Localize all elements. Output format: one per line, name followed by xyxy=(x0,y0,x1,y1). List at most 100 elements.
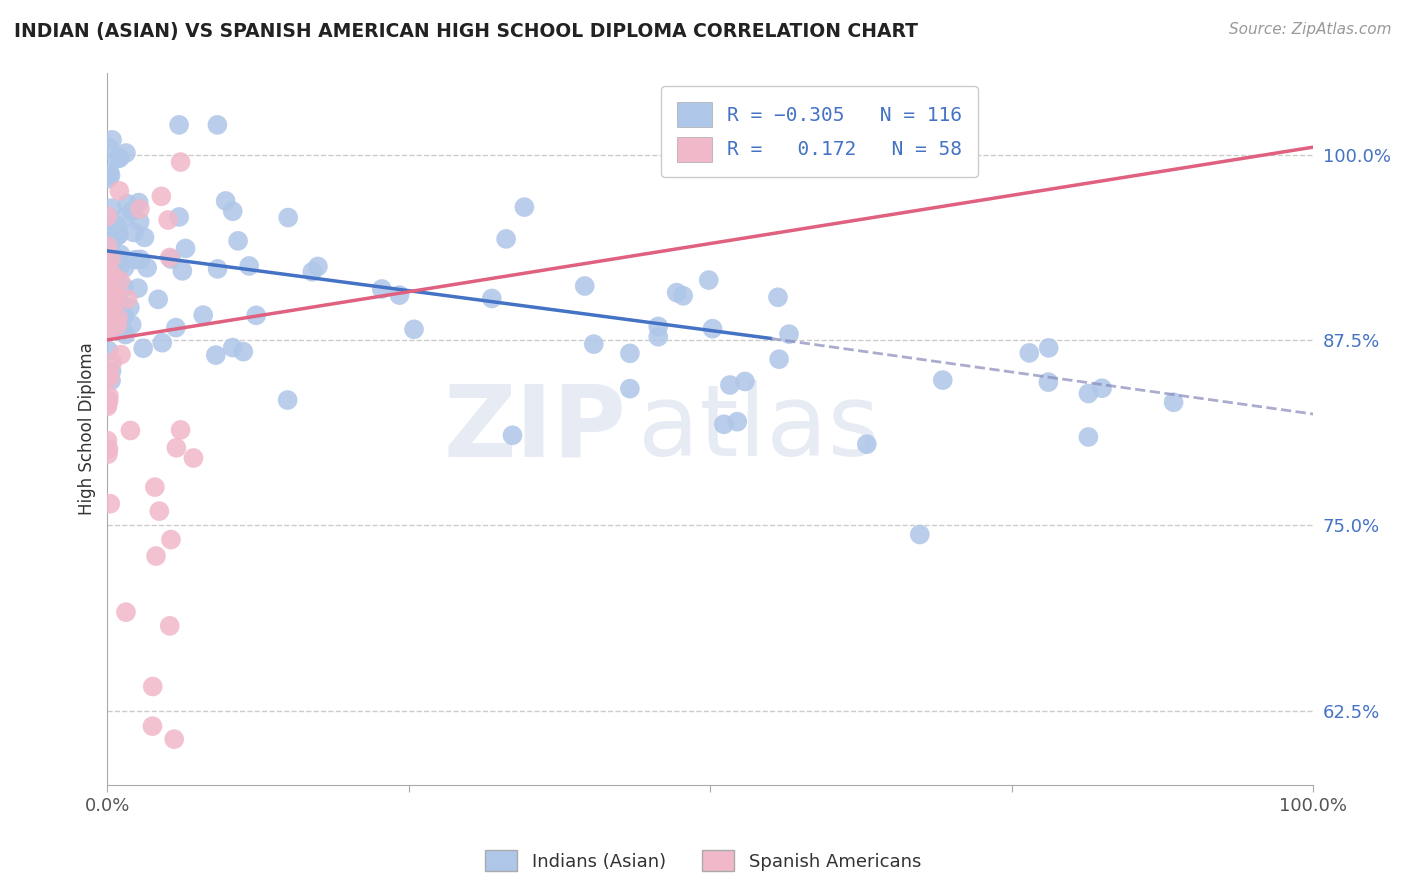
Point xyxy=(121,204,143,219)
Point xyxy=(146,293,169,307)
Point xyxy=(101,312,124,326)
Point xyxy=(111,322,134,336)
Point xyxy=(114,211,136,225)
Point xyxy=(697,273,720,287)
Point xyxy=(307,260,329,274)
Point xyxy=(136,260,159,275)
Point xyxy=(159,251,181,265)
Point xyxy=(495,232,517,246)
Point xyxy=(105,219,128,233)
Point xyxy=(725,415,748,429)
Point xyxy=(128,195,150,210)
Point xyxy=(112,280,135,294)
Point xyxy=(114,327,136,342)
Y-axis label: High School Diploma: High School Diploma xyxy=(79,343,96,516)
Point xyxy=(766,290,789,304)
Text: ZIP: ZIP xyxy=(443,380,626,477)
Point xyxy=(97,239,120,253)
Point xyxy=(157,213,180,227)
Point xyxy=(97,321,120,335)
Point xyxy=(97,252,120,266)
Point xyxy=(101,310,124,324)
Point xyxy=(98,297,121,311)
Point xyxy=(718,378,741,392)
Point xyxy=(908,527,931,541)
Point xyxy=(100,257,122,271)
Point xyxy=(100,364,122,378)
Point xyxy=(207,261,229,276)
Point xyxy=(193,308,215,322)
Point xyxy=(582,337,605,351)
Point xyxy=(1163,395,1185,409)
Text: Source: ZipAtlas.com: Source: ZipAtlas.com xyxy=(1229,22,1392,37)
Point xyxy=(141,719,163,733)
Point xyxy=(97,227,120,241)
Point xyxy=(402,322,425,336)
Point xyxy=(97,447,120,461)
Point xyxy=(96,370,118,384)
Point xyxy=(97,442,120,456)
Point xyxy=(96,397,118,411)
Point xyxy=(134,230,156,244)
Point xyxy=(97,140,120,154)
Point xyxy=(97,369,120,384)
Point xyxy=(122,226,145,240)
Point xyxy=(1091,381,1114,395)
Point xyxy=(97,283,120,297)
Point xyxy=(100,252,122,266)
Point xyxy=(97,171,120,186)
Point xyxy=(105,152,128,166)
Point xyxy=(97,252,120,267)
Point xyxy=(128,215,150,229)
Point xyxy=(169,155,191,169)
Point xyxy=(778,327,800,342)
Point xyxy=(108,294,131,309)
Point xyxy=(96,365,118,379)
Point xyxy=(932,373,955,387)
Point xyxy=(167,210,190,224)
Point xyxy=(97,229,120,244)
Point xyxy=(169,423,191,437)
Point xyxy=(1038,341,1060,355)
Point xyxy=(734,375,756,389)
Point xyxy=(371,282,394,296)
Point xyxy=(103,297,125,311)
Point xyxy=(108,151,131,165)
Point xyxy=(665,285,688,300)
Point xyxy=(100,201,122,215)
Point xyxy=(97,278,120,293)
Legend: Indians (Asian), Spanish Americans: Indians (Asian), Spanish Americans xyxy=(478,843,928,879)
Point xyxy=(222,204,245,219)
Point xyxy=(100,288,122,302)
Point xyxy=(513,200,536,214)
Point xyxy=(97,343,120,358)
Point xyxy=(100,374,122,388)
Point xyxy=(713,417,735,432)
Point xyxy=(97,325,120,339)
Point xyxy=(150,335,173,350)
Point xyxy=(112,308,135,322)
Point xyxy=(97,220,120,235)
Point xyxy=(103,232,125,246)
Point xyxy=(96,210,118,224)
Point xyxy=(388,288,411,302)
Point xyxy=(143,480,166,494)
Point xyxy=(148,504,170,518)
Point xyxy=(127,281,149,295)
Point xyxy=(96,400,118,414)
Point xyxy=(108,184,131,198)
Point xyxy=(107,318,129,333)
Point xyxy=(107,228,129,243)
Point xyxy=(768,352,790,367)
Point xyxy=(97,296,120,310)
Point xyxy=(150,189,173,203)
Point xyxy=(117,292,139,306)
Point xyxy=(107,310,129,325)
Point xyxy=(163,732,186,747)
Point xyxy=(98,497,121,511)
Point xyxy=(238,259,260,273)
Point xyxy=(120,424,142,438)
Point xyxy=(204,348,226,362)
Point xyxy=(100,169,122,183)
Point xyxy=(105,288,128,302)
